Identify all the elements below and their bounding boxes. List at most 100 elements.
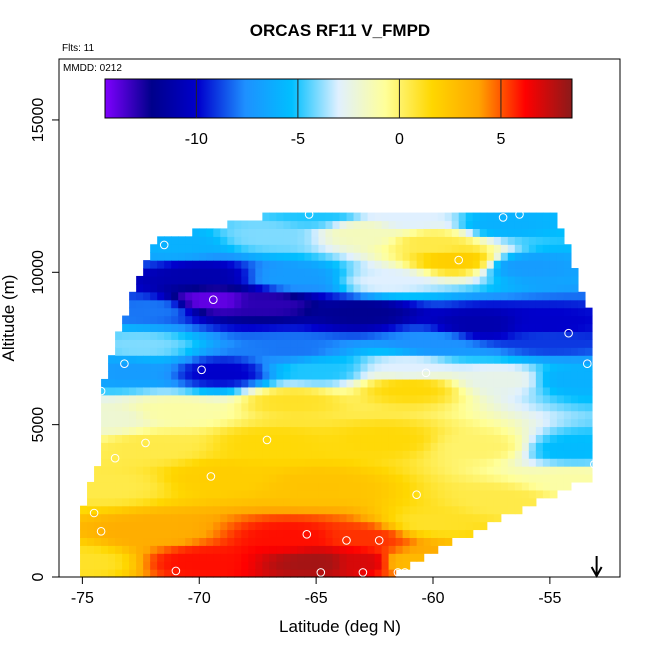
heatmap-cell	[353, 474, 362, 483]
heatmap-cell	[262, 553, 270, 562]
heatmap-cell	[472, 236, 481, 245]
heatmap-cell	[136, 331, 144, 340]
heatmap-cell	[255, 283, 263, 293]
heatmap-cell	[248, 513, 256, 523]
heatmap-cell	[185, 458, 193, 467]
heatmap-cell	[87, 521, 95, 531]
heatmap-cell	[458, 291, 467, 301]
heatmap-cell	[185, 252, 193, 261]
heatmap-cell	[297, 315, 306, 325]
sample-point	[209, 295, 218, 305]
heatmap-cell	[381, 466, 390, 475]
heatmap-cell	[514, 268, 523, 277]
heatmap-cell	[521, 212, 530, 222]
heatmap-cell	[381, 521, 390, 531]
heatmap-cell	[262, 458, 270, 467]
heatmap-cell	[437, 355, 446, 364]
heatmap-cell	[521, 402, 530, 412]
heatmap-cell	[556, 260, 565, 269]
heatmap-cell	[430, 394, 439, 404]
heatmap-cell	[395, 434, 404, 443]
heatmap-cell	[458, 307, 467, 317]
heatmap-cell	[171, 474, 179, 483]
heatmap-cell	[444, 402, 453, 412]
heatmap-cell	[283, 434, 292, 443]
sample-point	[206, 472, 216, 481]
heatmap-cell	[248, 450, 256, 459]
heatmap-cell	[465, 442, 474, 451]
heatmap-cell	[262, 378, 270, 388]
heatmap-cell	[493, 442, 502, 451]
heatmap-cell	[381, 569, 390, 578]
heatmap-cell	[150, 283, 158, 293]
heatmap-cell	[115, 347, 123, 356]
heatmap-cell	[423, 371, 432, 380]
heatmap-cell	[248, 489, 256, 499]
heatmap-cell	[339, 569, 348, 578]
heatmap-cell	[493, 371, 502, 380]
heatmap-cell	[444, 331, 453, 340]
heatmap-cell	[479, 434, 488, 443]
heatmap-cell	[521, 228, 530, 237]
heatmap-cell	[381, 260, 390, 269]
heatmap-cell	[423, 458, 432, 467]
heatmap-cell	[143, 363, 151, 372]
heatmap-cell	[157, 569, 165, 578]
heatmap-cell	[248, 371, 256, 380]
heatmap-cell	[129, 481, 137, 491]
heatmap-cell	[311, 244, 320, 253]
heatmap-cell	[423, 315, 432, 325]
heatmap-cell	[486, 450, 495, 459]
heatmap-cell	[297, 363, 306, 372]
heatmap-cell	[486, 466, 495, 475]
heatmap-cell	[577, 394, 586, 404]
heatmap-cell	[388, 236, 397, 245]
heatmap-cell	[262, 497, 270, 507]
heatmap-cell	[227, 355, 235, 364]
heatmap-cell	[381, 442, 390, 451]
heatmap-cell	[178, 394, 186, 404]
heatmap-cell	[507, 378, 516, 388]
heatmap-cell	[437, 418, 446, 428]
heatmap-cell	[332, 268, 341, 277]
heatmap-cell	[318, 268, 327, 277]
heatmap-cell	[388, 307, 397, 317]
heatmap-cell	[360, 513, 369, 523]
heatmap-cell	[500, 458, 509, 467]
heatmap-cell	[339, 505, 348, 515]
heatmap-cell	[444, 426, 453, 435]
heatmap-cell	[234, 489, 242, 499]
heatmap-cell	[381, 458, 390, 467]
heatmap-cell	[409, 521, 418, 531]
heatmap-cell	[304, 339, 313, 348]
heatmap-cell	[409, 228, 418, 237]
heatmap-cell	[220, 426, 228, 435]
heatmap-cell	[318, 474, 327, 483]
heatmap-cell	[451, 347, 460, 356]
heatmap-cell	[276, 489, 284, 499]
heatmap-cell	[472, 355, 481, 364]
heatmap-cell	[437, 410, 446, 420]
sample-point	[342, 536, 351, 545]
heatmap-cell	[220, 481, 228, 491]
heatmap-cell	[458, 497, 467, 507]
heatmap-cell	[451, 260, 460, 269]
heatmap-cell	[297, 220, 306, 230]
heatmap-cell	[500, 355, 509, 364]
heatmap-cell	[374, 228, 383, 237]
heatmap-cell	[199, 371, 207, 380]
heatmap-cell	[395, 489, 404, 499]
heatmap-cell	[171, 260, 179, 269]
heatmap-cell	[549, 212, 558, 222]
heatmap-cell	[192, 402, 200, 412]
heatmap-cell	[486, 363, 495, 372]
heatmap-cell	[346, 529, 355, 538]
heatmap-cell	[381, 252, 390, 261]
heatmap-cell	[192, 434, 200, 443]
heatmap-cell	[430, 228, 439, 237]
heatmap-cell	[262, 521, 270, 531]
heatmap-cell	[136, 315, 144, 325]
heatmap-cell	[206, 236, 214, 245]
heatmap-cell	[479, 252, 488, 261]
heatmap-cell	[402, 315, 411, 325]
